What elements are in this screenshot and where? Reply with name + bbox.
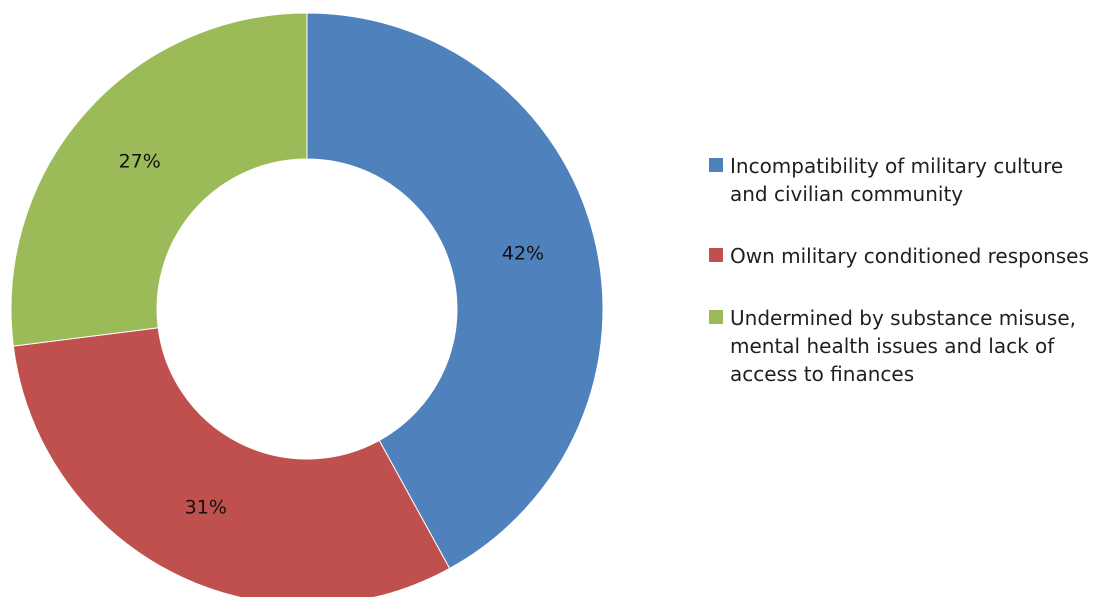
legend-item-military-culture: Incompatibility of military culture and …	[709, 152, 1094, 208]
legend-swatch	[709, 248, 723, 262]
legend: Incompatibility of military culture and …	[709, 152, 1094, 422]
legend-label: Incompatibility of military culture and …	[730, 154, 1064, 206]
donut-slice	[12, 327, 451, 597]
legend-label: Undermined by substance misuse, mental h…	[730, 306, 1077, 386]
legend-label: Own military conditioned responses	[730, 244, 1089, 268]
legend-swatch	[709, 158, 723, 172]
donut-chart: 42% 31% 27%	[10, 12, 604, 597]
donut-slice	[10, 12, 308, 347]
legend-item-substance-misuse: Undermined by substance misuse, mental h…	[709, 304, 1094, 388]
legend-swatch	[709, 310, 723, 324]
slice-percent-label: 31%	[185, 497, 227, 519]
donut-slice	[306, 12, 604, 570]
slice-percent-label: 42%	[502, 243, 544, 265]
slice-percent-label: 27%	[119, 151, 161, 173]
legend-item-conditioned-responses: Own military conditioned responses	[709, 242, 1094, 270]
